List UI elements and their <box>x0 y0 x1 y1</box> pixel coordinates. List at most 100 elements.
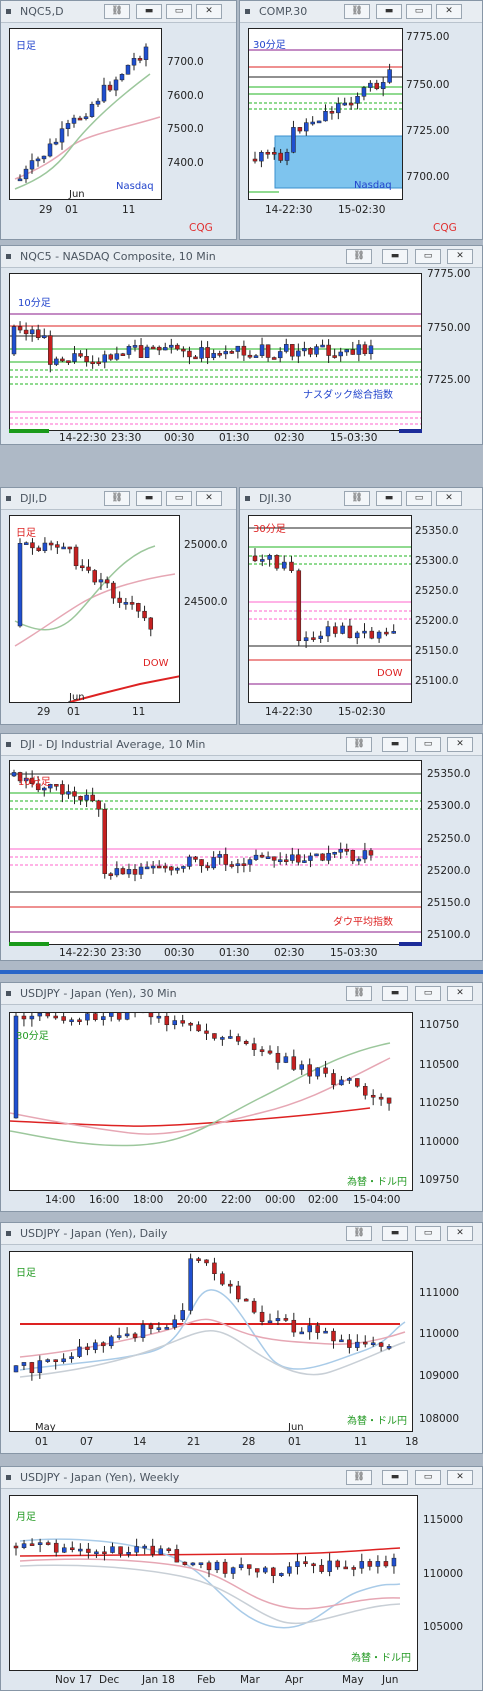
window-menu-icon[interactable] <box>245 9 250 14</box>
close-icon[interactable]: ✕ <box>447 1226 473 1241</box>
chart-window-nqc5-daily[interactable]: NQC5,D ⛓ ▬ ▭ ✕ 日足 Nasdaq 7700.0 7600.0 7… <box>0 0 237 240</box>
minimize-icon[interactable]: ▬ <box>136 4 162 19</box>
window-menu-icon[interactable] <box>6 254 11 259</box>
candle-body <box>251 1300 257 1313</box>
minimize-icon[interactable]: ▬ <box>376 4 402 19</box>
window-title-bar[interactable]: USDJPY - Japan (Yen), 30 Min ⛓ ▬ ▭ ✕ <box>1 983 482 1005</box>
price-chart-area[interactable]: 30分足 為替・ドル円 <box>9 1012 413 1191</box>
restore-icon[interactable]: ▭ <box>415 1226 441 1241</box>
session-bar <box>9 942 49 946</box>
x-axis-tick: 18 <box>405 1436 419 1448</box>
link-icon[interactable]: ⛓ <box>344 491 370 506</box>
candle-body <box>193 856 198 860</box>
candle-body <box>85 1013 90 1021</box>
link-icon[interactable]: ⛓ <box>346 1470 372 1485</box>
window-menu-icon[interactable] <box>6 9 11 14</box>
close-icon[interactable]: ✕ <box>447 1470 473 1485</box>
chart-window-usdjpy-weekly[interactable]: USDJPY - Japan (Yen), Weekly ⛓ ▬ ▭ ✕ 月足 … <box>0 1466 483 1691</box>
window-title-bar[interactable]: COMP.30 ⛓ ▬ ▭ ✕ <box>240 1 482 23</box>
candle-body <box>339 1079 344 1086</box>
link-icon[interactable]: ⛓ <box>104 4 130 19</box>
close-icon[interactable]: ✕ <box>196 491 222 506</box>
minimize-icon[interactable]: ▬ <box>382 737 408 752</box>
link-icon[interactable]: ⛓ <box>346 249 372 264</box>
window-title-bar[interactable]: DJI.30 ⛓ ▬ ▭ ✕ <box>240 488 482 510</box>
candle-body <box>354 632 360 639</box>
candle-body <box>267 1050 273 1054</box>
chart-window-dji-daily[interactable]: DJI,D ⛓ ▬ ▭ ✕ 日足 DOW 25000.0 24500.0 29 … <box>0 487 237 725</box>
window-title-bar[interactable]: USDJPY - Japan (Yen), Weekly ⛓ ▬ ▭ ✕ <box>1 1467 482 1489</box>
candle-body <box>327 1560 332 1572</box>
chart-window-usdjpy-daily[interactable]: USDJPY - Japan (Yen), Daily ⛓ ▬ ▭ ✕ 日足 為… <box>0 1222 483 1454</box>
restore-icon[interactable]: ▭ <box>166 4 192 19</box>
window-title-bar[interactable]: DJI - DJ Industrial Average, 10 Min ⛓ ▬ … <box>1 734 482 756</box>
candle-body <box>35 783 41 791</box>
window-menu-icon[interactable] <box>6 991 11 996</box>
restore-icon[interactable]: ▭ <box>166 491 192 506</box>
candle-body <box>228 1283 233 1287</box>
chart-window-dji-30min[interactable]: DJI.30 ⛓ ▬ ▭ ✕ 30分足 DOW 25350.0 25300.0 … <box>239 487 483 725</box>
window-menu-icon[interactable] <box>6 1231 11 1236</box>
restore-icon[interactable]: ▭ <box>415 986 441 1001</box>
link-icon[interactable]: ⛓ <box>104 491 130 506</box>
close-icon[interactable]: ✕ <box>447 986 473 1001</box>
restore-icon[interactable]: ▭ <box>415 1470 441 1485</box>
close-icon[interactable]: ✕ <box>196 4 222 19</box>
close-icon[interactable]: ✕ <box>447 737 473 752</box>
minimize-icon[interactable]: ▬ <box>382 986 408 1001</box>
minimize-icon[interactable]: ▬ <box>382 1226 408 1241</box>
price-chart-area[interactable]: 日足 為替・ドル円 <box>9 1251 413 1432</box>
link-icon[interactable]: ⛓ <box>346 737 372 752</box>
link-icon[interactable]: ⛓ <box>346 986 372 1001</box>
window-menu-icon[interactable] <box>6 496 11 501</box>
restore-icon[interactable]: ▭ <box>415 737 441 752</box>
candle-body <box>98 579 104 583</box>
price-chart-area[interactable]: 10分足 ナスダック総合指数 <box>9 273 422 431</box>
restore-icon[interactable]: ▭ <box>406 491 432 506</box>
link-icon[interactable]: ⛓ <box>344 4 370 19</box>
candle-body <box>66 360 71 363</box>
chart-window-usdjpy-30min[interactable]: USDJPY - Japan (Yen), 30 Min ⛓ ▬ ▭ ✕ 30分… <box>0 982 483 1212</box>
chart-window-nqc5-10min[interactable]: NQC5 - NASDAQ Composite, 10 Min ⛓ ▬ ▭ ✕ … <box>0 245 483 445</box>
restore-icon[interactable]: ▭ <box>415 249 441 264</box>
candle-body <box>332 355 337 358</box>
minimize-icon[interactable]: ▬ <box>382 1470 408 1485</box>
window-title: DJI - DJ Industrial Average, 10 Min <box>20 738 206 751</box>
x-axis-tick: 07 <box>80 1436 94 1448</box>
candle-body <box>333 626 338 634</box>
close-icon[interactable]: ✕ <box>447 249 473 264</box>
window-title-bar[interactable]: USDJPY - Japan (Yen), Daily ⛓ ▬ ▭ ✕ <box>1 1223 482 1245</box>
candle-body <box>319 1564 324 1572</box>
price-chart-area[interactable]: 10分足 ダウ平均指数 <box>9 760 422 945</box>
chart-window-comp-30min[interactable]: COMP.30 ⛓ ▬ ▭ ✕ 30分足 Nasdaq 7775.00 7750… <box>239 0 483 240</box>
restore-icon[interactable]: ▭ <box>406 4 432 19</box>
window-menu-icon[interactable] <box>6 1475 11 1480</box>
chart-window-dji-10min[interactable]: DJI - DJ Industrial Average, 10 Min ⛓ ▬ … <box>0 733 483 961</box>
minimize-icon[interactable]: ▬ <box>382 249 408 264</box>
price-chart-area[interactable]: 30分足 DOW <box>248 515 412 703</box>
candle-body <box>278 152 283 161</box>
price-chart-area[interactable]: 月足 為替・ドル円 <box>9 1495 418 1671</box>
candle-body <box>335 1560 340 1568</box>
minimize-icon[interactable]: ▬ <box>376 491 402 506</box>
window-title-bar[interactable]: DJI,D ⛓ ▬ ▭ ✕ <box>1 488 236 510</box>
window-menu-icon[interactable] <box>6 742 11 747</box>
price-chart-area[interactable]: 日足 Nasdaq <box>9 28 162 200</box>
close-icon[interactable]: ✕ <box>436 4 462 19</box>
window-title-bar[interactable]: NQC5 - NASDAQ Composite, 10 Min ⛓ ▬ ▭ ✕ <box>1 246 482 268</box>
x-axis-tick: Jun <box>382 1674 399 1686</box>
price-chart-area[interactable]: 日足 DOW <box>9 515 180 703</box>
candle-body <box>236 1285 241 1300</box>
close-icon[interactable]: ✕ <box>436 491 462 506</box>
price-chart-area[interactable]: 30分足 Nasdaq <box>248 28 403 200</box>
candle-body <box>138 345 144 358</box>
link-icon[interactable]: ⛓ <box>346 1226 372 1241</box>
window-title-bar[interactable]: NQC5,D ⛓ ▬ ▭ ✕ <box>1 1 236 23</box>
y-axis-tick: 7500.0 <box>167 123 204 135</box>
minimize-icon[interactable]: ▬ <box>136 491 162 506</box>
window-menu-icon[interactable] <box>245 496 250 501</box>
y-axis-tick: 25250.0 <box>415 585 459 597</box>
candle-body <box>277 351 283 359</box>
candle-body <box>92 570 97 583</box>
x-axis-tick: 01:30 <box>219 947 250 959</box>
